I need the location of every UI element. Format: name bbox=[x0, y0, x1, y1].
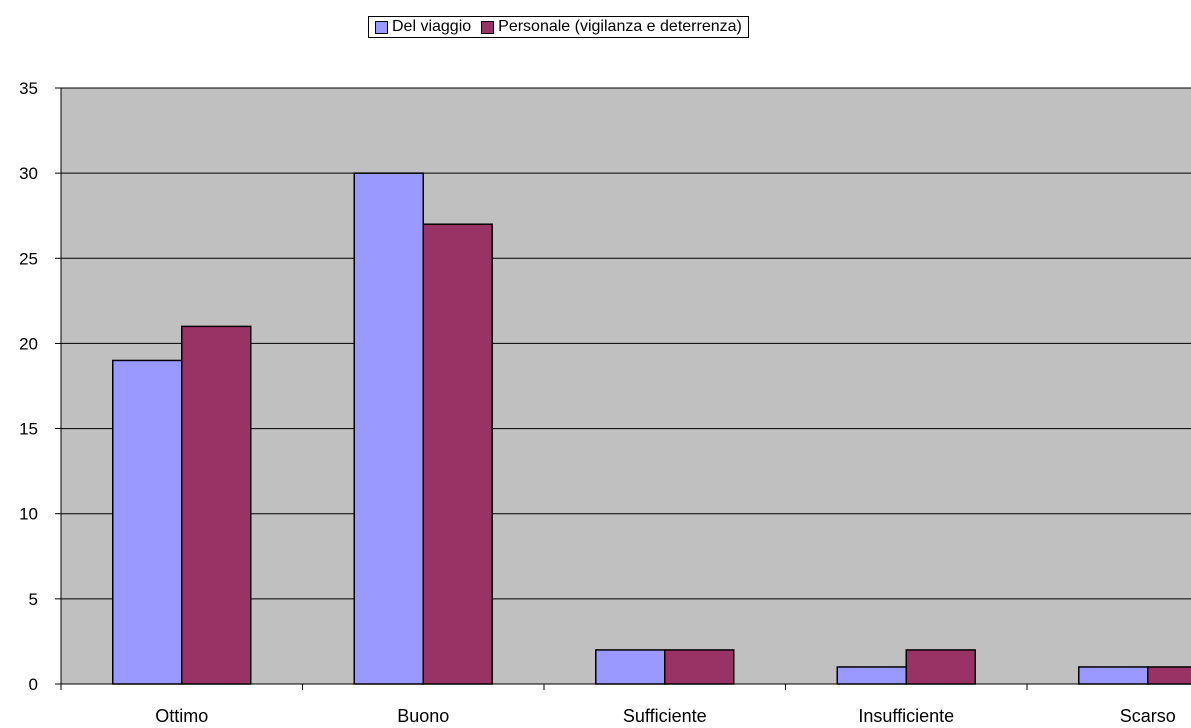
y-tick-label: 35 bbox=[19, 79, 38, 98]
legend-swatch-series-2 bbox=[481, 20, 495, 34]
y-tick-label: 20 bbox=[19, 334, 38, 353]
legend-label-series-1: Del viaggio bbox=[392, 18, 472, 35]
bar-1 bbox=[353, 172, 424, 685]
bar-1 bbox=[1078, 666, 1149, 685]
chart-legend: Del viaggio Personale (vigilanza e deter… bbox=[368, 16, 749, 38]
x-tick-label: Sufficiente bbox=[623, 706, 707, 726]
bar-1 bbox=[836, 666, 907, 685]
x-tick-label: Scarso bbox=[1120, 706, 1176, 726]
legend-item-series-2: Personale (vigilanza e deterrenza) bbox=[481, 18, 742, 36]
bar-2 bbox=[422, 223, 493, 685]
legend-item-series-1: Del viaggio bbox=[375, 18, 471, 36]
x-tick-label: Insufficiente bbox=[858, 706, 954, 726]
bar-1 bbox=[595, 649, 666, 685]
y-tick-label: 15 bbox=[19, 420, 38, 439]
y-tick-label: 25 bbox=[19, 249, 38, 268]
y-tick-label: 10 bbox=[19, 505, 38, 524]
y-tick-label: 5 bbox=[29, 590, 38, 609]
bar-1 bbox=[112, 359, 183, 685]
legend-label-series-2: Personale (vigilanza e deterrenza) bbox=[498, 18, 742, 35]
y-tick-label: 30 bbox=[19, 164, 38, 183]
x-tick-label: Ottimo bbox=[155, 706, 208, 726]
bar-2 bbox=[181, 325, 252, 685]
bar-2 bbox=[1147, 666, 1191, 685]
bar-2 bbox=[905, 649, 976, 685]
x-tick-label: Buono bbox=[397, 706, 449, 726]
y-tick-label: 0 bbox=[29, 675, 38, 694]
bar-2 bbox=[664, 649, 735, 685]
legend-swatch-series-1 bbox=[375, 20, 388, 34]
